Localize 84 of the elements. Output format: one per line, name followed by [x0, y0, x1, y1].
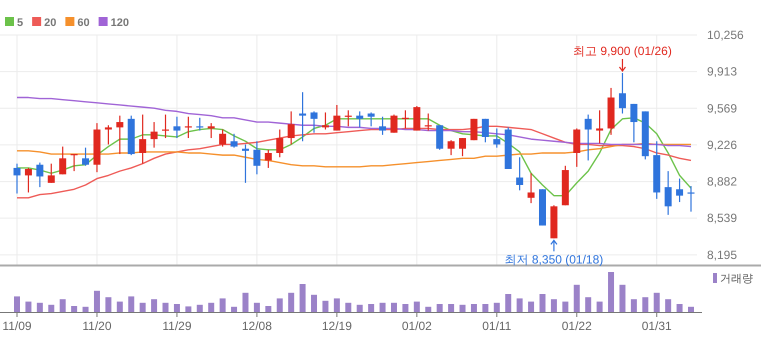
- legend-label: 5: [17, 17, 24, 29]
- x-tick-label: 11/20: [82, 319, 112, 333]
- y-tick-label: 9,226: [707, 138, 738, 152]
- bar: [185, 306, 192, 312]
- bar: [242, 292, 248, 312]
- y-tick-label: 8,195: [707, 248, 738, 262]
- bar: [254, 302, 260, 312]
- bar: [562, 302, 568, 312]
- bar: [516, 298, 523, 312]
- bar: [128, 296, 134, 312]
- bar: [585, 297, 592, 312]
- bar: [356, 304, 363, 312]
- bar: [82, 306, 89, 312]
- bar: [162, 302, 169, 312]
- bar: [665, 299, 672, 312]
- bar: [539, 294, 546, 312]
- legend-label: 60: [77, 17, 90, 29]
- bar: [116, 302, 123, 312]
- bar: [25, 302, 32, 312]
- bar: [642, 297, 648, 312]
- y-tick-label: 8,882: [707, 174, 738, 189]
- bar: [460, 304, 466, 312]
- x-tick-label: 11/29: [162, 319, 192, 333]
- bar: [60, 299, 66, 312]
- x-tick-label: 12/08: [242, 319, 272, 333]
- bar: [36, 302, 43, 312]
- bar: [300, 284, 306, 312]
- legend-label: 거래량: [720, 273, 753, 285]
- bar: [208, 302, 214, 312]
- bar: [322, 300, 328, 312]
- annotation: 최고 9,900 (01/26): [573, 44, 672, 58]
- bar: [630, 299, 637, 312]
- bar: [48, 304, 54, 312]
- bar: [140, 302, 146, 312]
- x-tick-label: 01/31: [642, 319, 672, 333]
- legend-label: 120: [110, 17, 129, 29]
- bar: [105, 297, 112, 312]
- bar: [276, 298, 283, 312]
- bar: [288, 292, 294, 312]
- bar: [436, 304, 443, 312]
- bar: [482, 304, 488, 312]
- bar: [448, 304, 454, 312]
- bar: [596, 302, 603, 312]
- x-tick-label: 11/09: [2, 319, 32, 333]
- bar: [94, 290, 100, 312]
- bar: [528, 302, 534, 312]
- bar: [414, 302, 420, 312]
- x-tick-label: 01/11: [482, 319, 512, 333]
- annotation: 최저 8,350 (01/18): [504, 252, 604, 266]
- bar: [550, 299, 557, 312]
- bar: [654, 292, 660, 312]
- bar: [368, 304, 374, 312]
- bar: [231, 306, 238, 312]
- bar: [151, 299, 158, 312]
- x-tick-label: 01/02: [402, 319, 432, 333]
- bar: [494, 302, 500, 312]
- bar: [220, 298, 226, 312]
- bar: [14, 296, 20, 312]
- legend-label: 20: [44, 17, 56, 29]
- bar: [470, 304, 477, 312]
- x-tick-label: 01/22: [562, 319, 592, 333]
- bar: [71, 306, 78, 312]
- bar: [265, 306, 272, 312]
- bar: [425, 306, 432, 312]
- y-tick-label: 9,569: [707, 101, 738, 116]
- bar: [174, 304, 180, 312]
- bar: [619, 284, 626, 312]
- bar: [345, 302, 352, 312]
- bar: [402, 304, 408, 312]
- bar: [196, 304, 203, 312]
- bar: [390, 302, 397, 312]
- bar: [334, 298, 340, 312]
- x-tick-label: 12/19: [322, 319, 352, 333]
- bar: [676, 304, 683, 312]
- bar: [380, 302, 386, 312]
- bar: [311, 294, 318, 312]
- y-tick-label: 8,539: [707, 211, 738, 226]
- bar: [505, 294, 512, 312]
- bar: [574, 284, 580, 312]
- legend: 거래량: [713, 273, 753, 285]
- y-tick-label: 10,256: [707, 28, 744, 42]
- y-tick-label: 9,913: [707, 64, 738, 79]
- bar: [688, 306, 694, 312]
- bar: [608, 272, 614, 312]
